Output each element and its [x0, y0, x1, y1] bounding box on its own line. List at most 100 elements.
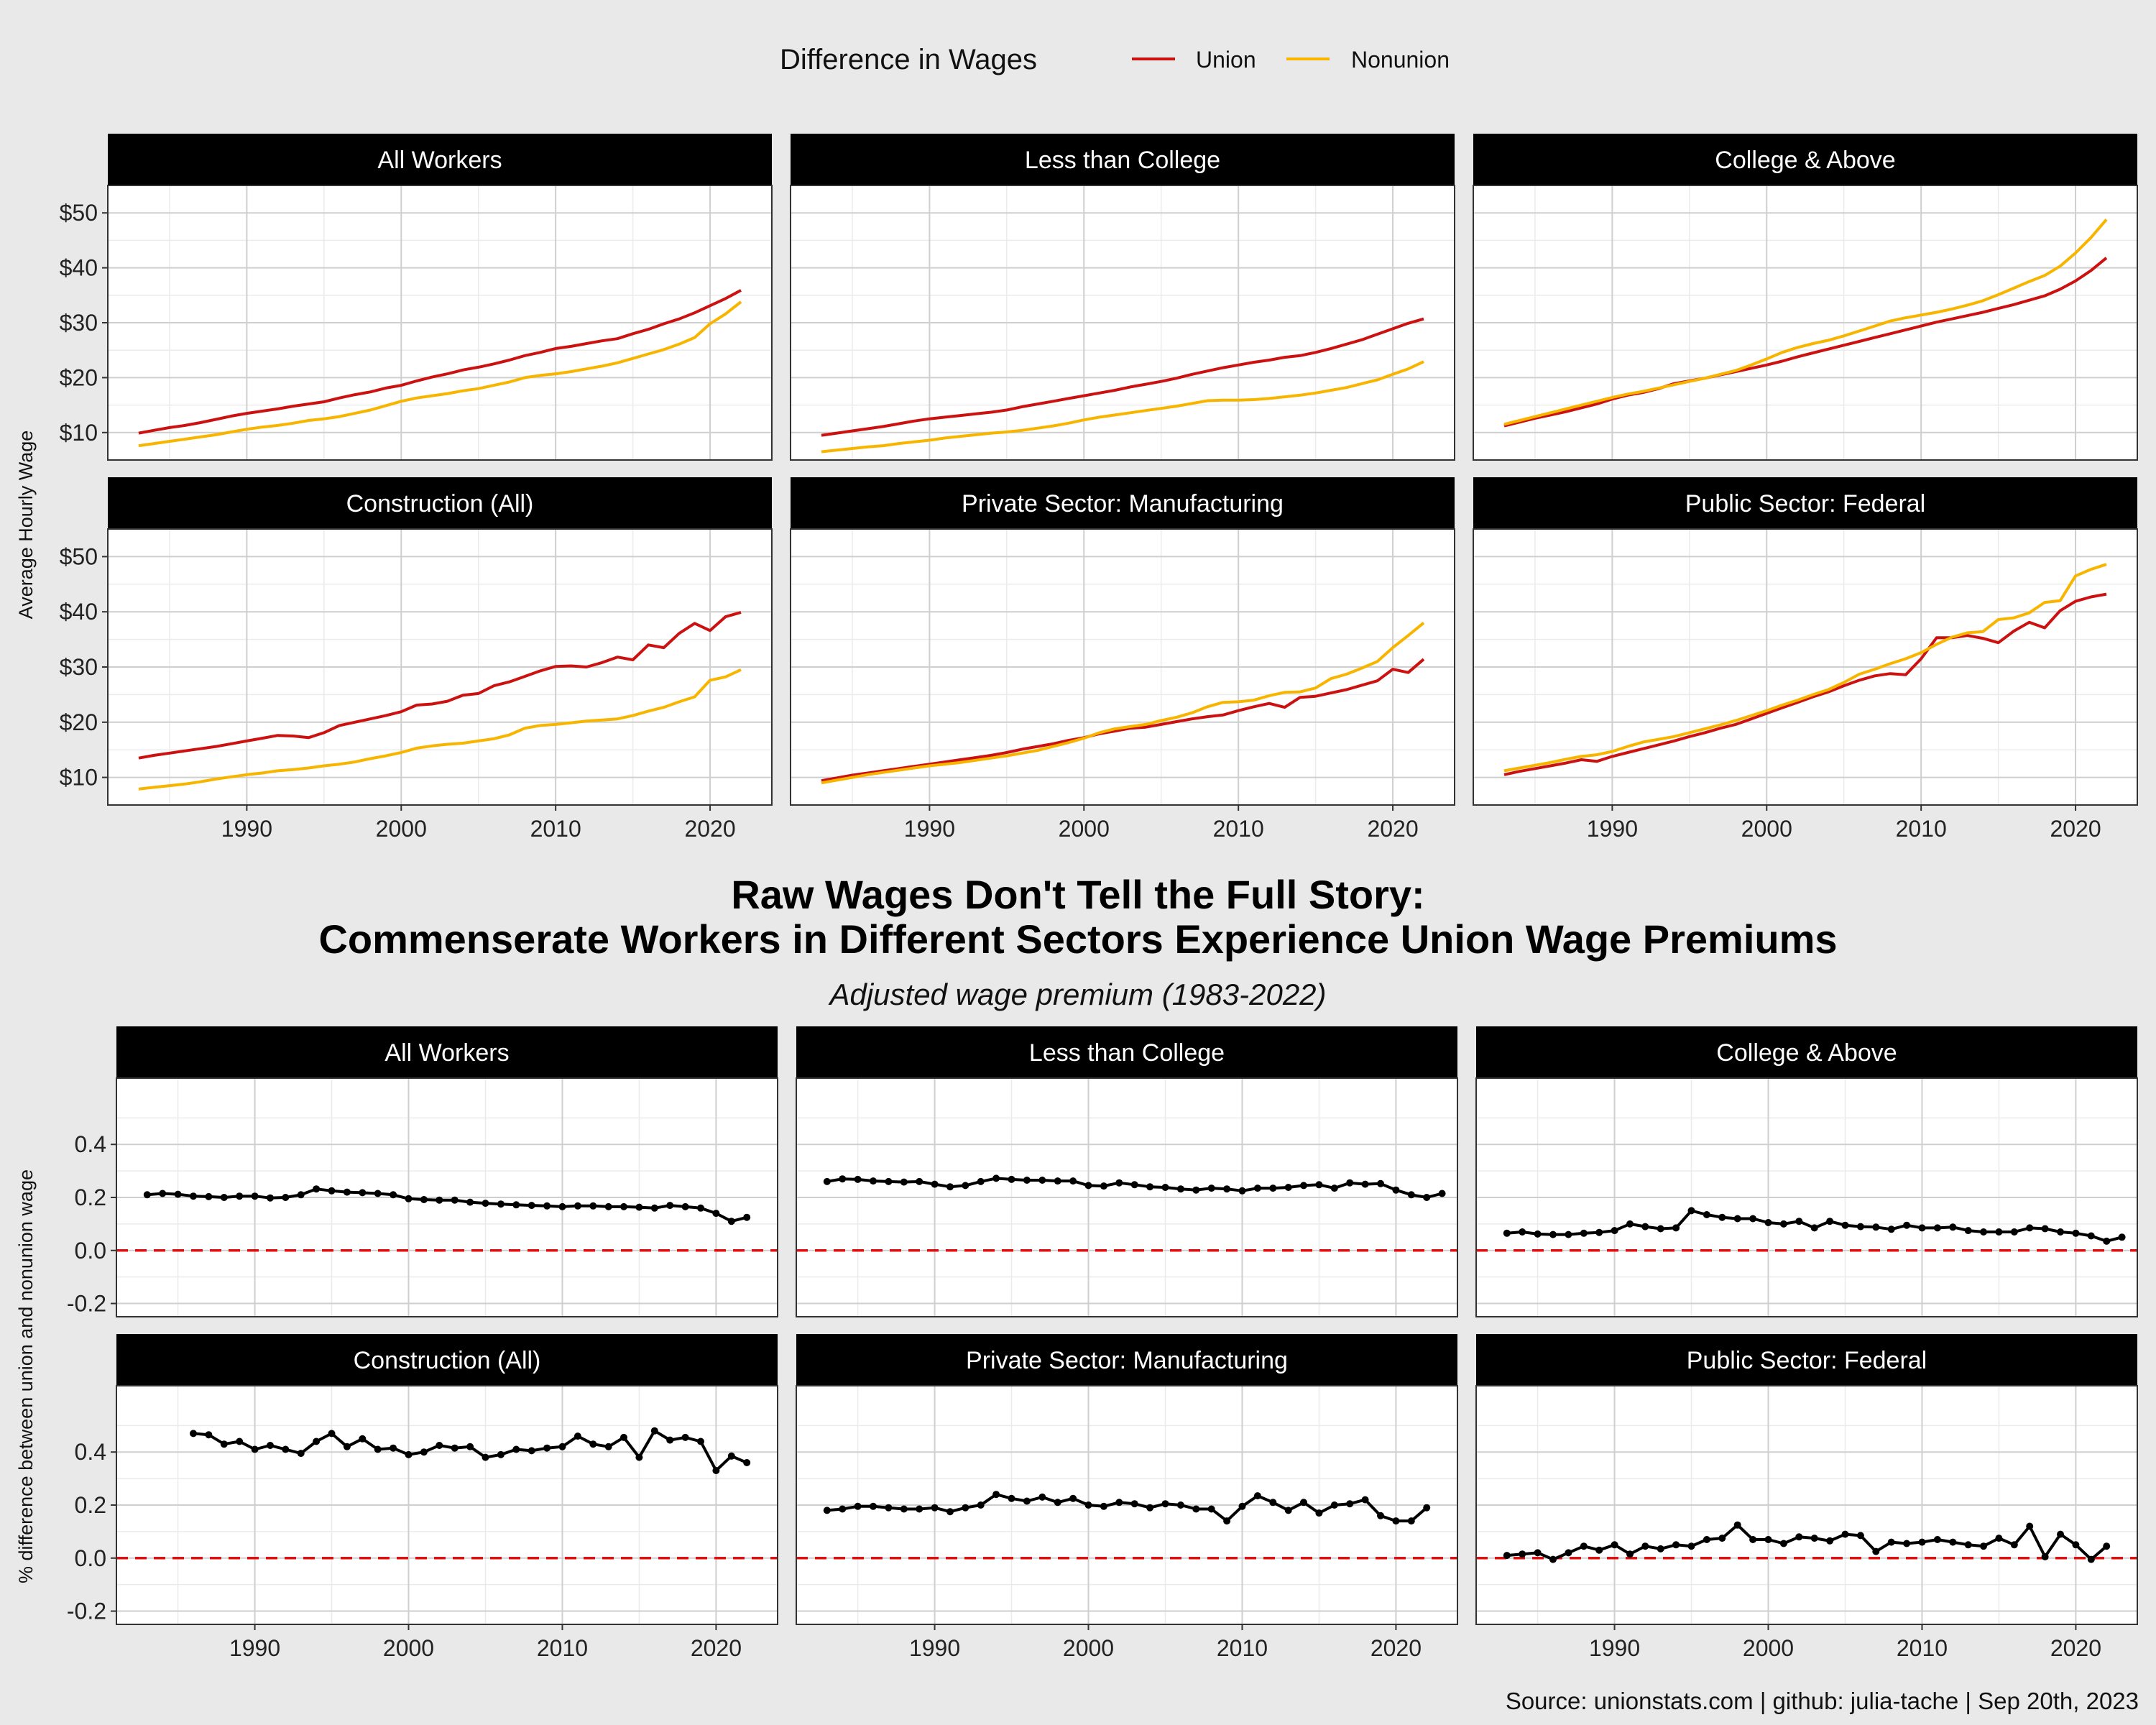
data-point: [977, 1177, 985, 1185]
data-point: [1423, 1194, 1431, 1201]
y-tick-label: 0.4: [75, 1131, 106, 1157]
data-point: [1253, 1492, 1261, 1500]
data-point: [1008, 1494, 1015, 1502]
data-point: [405, 1450, 413, 1458]
data-point: [2072, 1229, 2080, 1237]
x-tick-label: 2010: [1897, 1635, 1948, 1661]
panel-strip: [108, 134, 772, 185]
data-point: [143, 1191, 151, 1199]
data-point: [666, 1436, 674, 1444]
data-point: [1284, 1184, 1292, 1191]
data-point: [1779, 1540, 1787, 1547]
data-point: [1980, 1228, 1987, 1236]
data-point: [1718, 1213, 1726, 1221]
x-tick-label: 2010: [537, 1635, 588, 1661]
data-point: [1146, 1504, 1154, 1512]
data-point: [697, 1204, 704, 1212]
x-tick-label: 2010: [1896, 816, 1947, 842]
data-point: [962, 1504, 969, 1512]
data-point: [1995, 1535, 2003, 1542]
data-point: [1161, 1184, 1169, 1191]
data-point: [420, 1196, 428, 1203]
data-point: [1346, 1500, 1354, 1508]
data-point: [1146, 1183, 1154, 1191]
data-point: [697, 1438, 704, 1445]
x-tick-label: 2020: [2050, 816, 2101, 842]
data-point: [1534, 1549, 1542, 1557]
data-point: [1238, 1502, 1246, 1510]
data-point: [1038, 1493, 1046, 1501]
data-point: [2103, 1542, 2111, 1550]
data-point: [666, 1202, 674, 1210]
data-point: [1826, 1218, 1834, 1225]
data-point: [2103, 1237, 2111, 1245]
y-tick-label: $50: [60, 543, 98, 569]
data-point: [931, 1504, 939, 1512]
data-point: [1949, 1538, 1957, 1546]
panel-title: Less than College: [1029, 1039, 1225, 1067]
data-point: [1810, 1224, 1818, 1232]
series-line-union: [138, 611, 742, 760]
data-point: [282, 1194, 290, 1201]
data-point: [313, 1438, 321, 1445]
data-point: [1964, 1227, 1972, 1235]
data-point: [1549, 1555, 1557, 1563]
data-point: [1641, 1542, 1649, 1550]
data-point: [251, 1445, 259, 1453]
premium-panel-all-workers: All Workers -0.2 0.0 0.2 0.4: [67, 1026, 778, 1317]
data-point: [1933, 1536, 1941, 1543]
data-point: [1392, 1186, 1400, 1194]
x-tick-label: 2020: [1367, 816, 1418, 842]
data-point: [1023, 1497, 1031, 1505]
data-point: [2041, 1552, 2049, 1560]
wage-panel-public-sector-federal: Public Sector: Federal 1990 2000 2010 2020: [1473, 477, 2138, 842]
data-point: [1595, 1228, 1603, 1236]
data-point: [1223, 1517, 1231, 1525]
wage-panel-college-above: College & Above: [1473, 134, 2138, 461]
y-tick-label: $40: [60, 599, 98, 625]
data-point: [931, 1180, 939, 1188]
data-point: [1161, 1500, 1169, 1508]
top-panels: All Workers $10 $20 $30 $40 $50 Less than Coll…: [60, 134, 2138, 842]
data-point: [1069, 1494, 1077, 1502]
panel-title: Public Sector: Federal: [1685, 490, 1926, 518]
data-point: [1580, 1542, 1588, 1550]
data-point: [205, 1431, 213, 1439]
data-point: [1207, 1505, 1215, 1513]
series-line-union: [1503, 257, 2108, 428]
data-point: [420, 1448, 428, 1456]
data-point: [2118, 1233, 2126, 1241]
data-point: [1361, 1180, 1369, 1188]
data-point: [1054, 1499, 1061, 1506]
y-tick-label: $30: [60, 654, 98, 680]
series-line-nonunion: [138, 300, 742, 448]
data-point: [712, 1467, 720, 1474]
series-line-nonunion: [138, 668, 742, 791]
data-point: [1176, 1185, 1184, 1193]
data-point: [2057, 1228, 2064, 1236]
series-line-union: [138, 289, 742, 435]
series-line-nonunion: [1503, 563, 2107, 773]
data-point: [190, 1430, 197, 1438]
data-point: [497, 1450, 505, 1458]
data-point: [743, 1213, 751, 1221]
y-tick-label: $10: [60, 765, 98, 791]
x-tick-label: 2000: [1743, 1635, 1794, 1661]
panel-title: Private Sector: Manufacturing: [966, 1347, 1288, 1374]
data-point: [1795, 1218, 1803, 1225]
x-tick-label: 2020: [1370, 1635, 1422, 1661]
data-point: [823, 1506, 831, 1514]
data-point: [1826, 1537, 1834, 1545]
data-point: [1810, 1535, 1818, 1542]
x-tick-label: 2000: [383, 1635, 434, 1661]
data-point: [977, 1501, 985, 1509]
panel-title: College & Above: [1716, 1039, 1897, 1067]
panel-title: Less than College: [1025, 147, 1220, 174]
wage-panel-all-workers: All Workers $10 $20 $30 $40 $50: [60, 134, 773, 461]
data-point: [1377, 1512, 1384, 1519]
panel-strip: [116, 1026, 778, 1078]
data-point: [1038, 1177, 1046, 1184]
data-point: [1407, 1517, 1415, 1525]
panel-border: [790, 528, 1455, 806]
panel-title: Private Sector: Manufacturing: [962, 490, 1284, 518]
